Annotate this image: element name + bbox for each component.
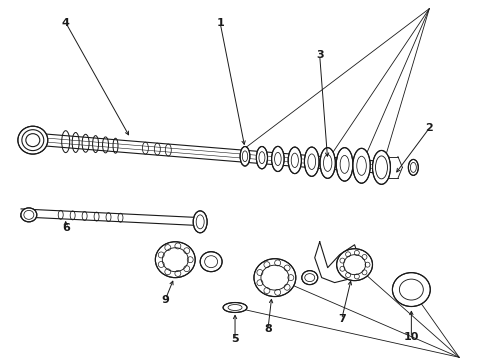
Text: 2: 2 [425,123,433,133]
Text: 9: 9 [161,294,169,305]
Text: 7: 7 [338,314,345,324]
Ellipse shape [302,271,318,285]
Ellipse shape [320,148,335,178]
Ellipse shape [240,147,250,166]
Ellipse shape [304,147,319,176]
Ellipse shape [372,150,391,184]
Ellipse shape [353,148,370,183]
Text: 10: 10 [404,332,419,342]
Ellipse shape [254,259,296,297]
Ellipse shape [155,242,195,278]
Ellipse shape [256,147,268,169]
Ellipse shape [337,249,372,280]
Text: 1: 1 [216,18,224,28]
Ellipse shape [288,147,301,174]
Ellipse shape [336,148,353,181]
Ellipse shape [223,302,247,312]
Ellipse shape [200,252,222,272]
Ellipse shape [271,147,284,171]
Ellipse shape [408,159,418,175]
Text: 4: 4 [62,18,70,28]
Ellipse shape [392,273,430,306]
Text: 6: 6 [62,223,70,233]
Ellipse shape [21,208,37,222]
Text: 8: 8 [264,324,272,334]
Ellipse shape [193,211,207,233]
Text: 3: 3 [316,50,323,60]
Ellipse shape [18,126,48,154]
Text: 5: 5 [231,334,239,345]
